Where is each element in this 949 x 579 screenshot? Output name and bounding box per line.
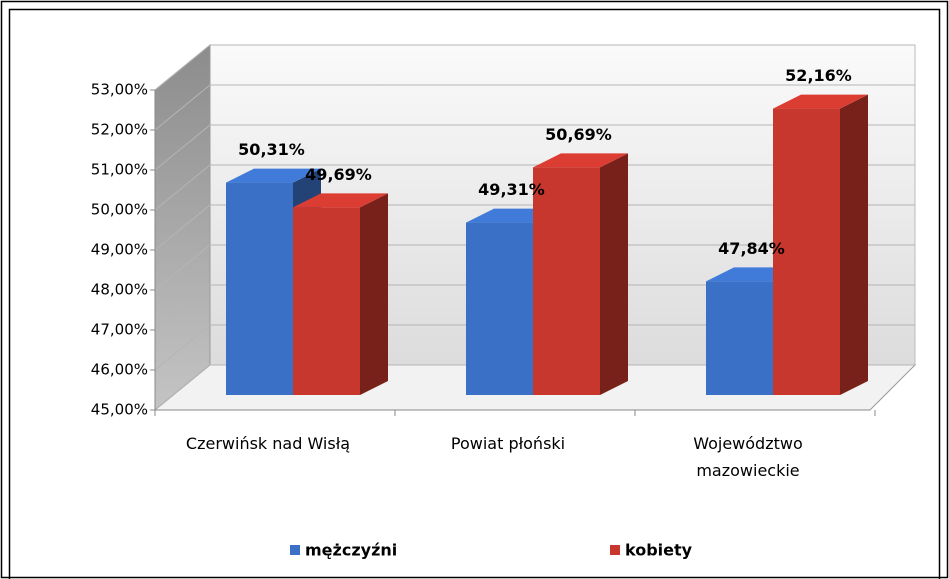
bar-top bbox=[533, 153, 628, 168]
grid-line bbox=[154, 284, 915, 331]
y-tick-label: 53,00% bbox=[91, 81, 148, 99]
legend-swatch bbox=[290, 545, 300, 555]
bar-front bbox=[466, 222, 533, 395]
value-label: 50,31% bbox=[238, 140, 305, 159]
value-label: 52,16% bbox=[785, 66, 852, 85]
grid-line bbox=[154, 84, 915, 131]
y-tick-label: 48,00% bbox=[91, 281, 148, 299]
bar bbox=[293, 193, 388, 395]
grid-line bbox=[154, 124, 915, 171]
legend-swatch bbox=[610, 545, 620, 555]
bar bbox=[533, 153, 628, 395]
value-label: 49,31% bbox=[478, 180, 545, 199]
value-label: 49,69% bbox=[305, 165, 372, 184]
y-tick-label: 52,00% bbox=[91, 121, 148, 139]
bar-front bbox=[293, 207, 360, 395]
bar-top bbox=[773, 94, 868, 109]
bar-front bbox=[533, 167, 600, 395]
grid-line bbox=[154, 44, 915, 91]
x-tick-label: Powiat płoński bbox=[450, 434, 566, 453]
legend-label: mężczyźni bbox=[305, 541, 397, 560]
value-label: 50,69% bbox=[545, 125, 612, 144]
grid-line bbox=[154, 324, 915, 371]
grid-line bbox=[154, 364, 915, 411]
legend-label: kobiety bbox=[625, 541, 693, 560]
y-tick-label: 49,00% bbox=[91, 241, 148, 259]
value-label: 47,84% bbox=[718, 239, 785, 258]
bar-side bbox=[840, 94, 868, 395]
inner-frame bbox=[8, 8, 941, 579]
grid-line bbox=[154, 244, 915, 291]
y-tick-label: 46,00% bbox=[91, 361, 148, 379]
bar-front bbox=[706, 281, 773, 395]
y-tick-label: 51,00% bbox=[91, 161, 148, 179]
bar-top bbox=[226, 168, 321, 183]
x-tick-label: Województwo mazowieckie bbox=[693, 434, 803, 480]
grid-line bbox=[154, 164, 915, 211]
y-tick-label: 47,00% bbox=[91, 321, 148, 339]
x-tick-label: Czerwińsk nad Wisłą bbox=[185, 434, 351, 453]
y-tick-label: 50,00% bbox=[91, 201, 148, 219]
bar-front bbox=[773, 108, 840, 395]
bar-front bbox=[226, 182, 293, 395]
bar-side bbox=[360, 193, 388, 395]
bar-top bbox=[293, 193, 388, 208]
grid-line bbox=[154, 204, 915, 251]
bar bbox=[773, 94, 868, 395]
y-tick-label: 45,00% bbox=[91, 401, 148, 419]
bar-side bbox=[600, 153, 628, 395]
